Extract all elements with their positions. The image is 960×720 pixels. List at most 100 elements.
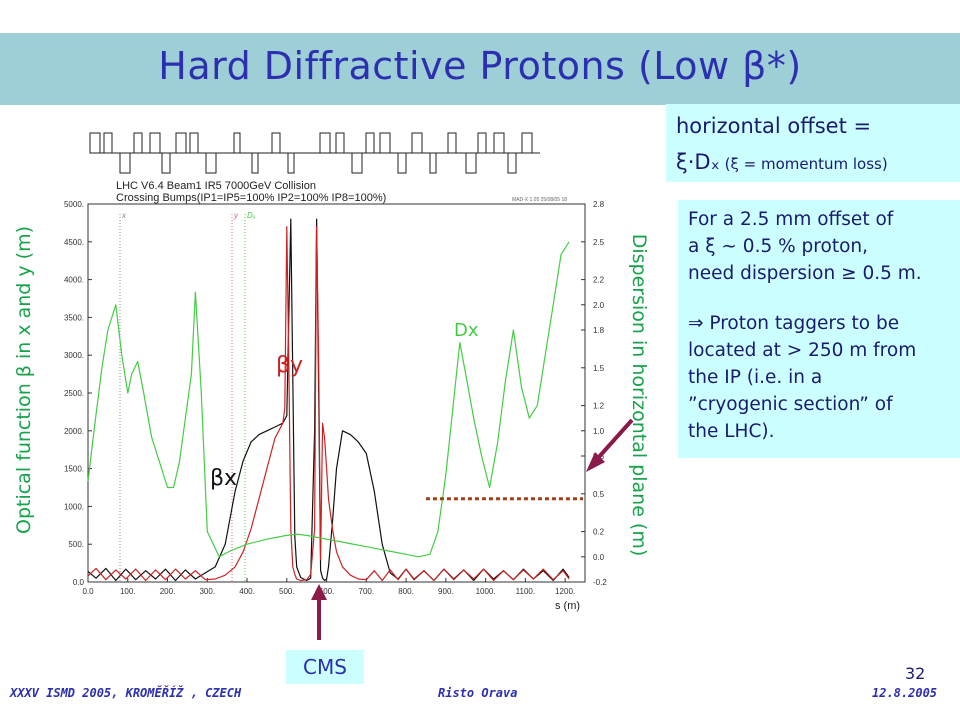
lattice-magnet: [493, 132, 505, 154]
lattice-magnet: [89, 132, 101, 154]
lattice-magnet: [233, 132, 241, 154]
right-axis-title-wrap: Dispersion in horizontal plane (m): [624, 200, 654, 590]
series-line-dispersion-x: [87, 241, 570, 558]
y-right-tick-label: 1.0: [593, 427, 605, 436]
lattice-magnet: [287, 152, 295, 174]
lattice-magnet: [521, 132, 533, 154]
y-left-tick-label: 1000.: [64, 502, 84, 511]
x-tick-label: 1000.: [476, 587, 496, 596]
lattice-magnet: [477, 132, 487, 154]
y-left-tick-label: 4000.: [64, 276, 84, 285]
lattice-magnet: [379, 132, 391, 154]
footer-conference: XXXV ISMD 2005, KROMĚŘÍŽ , CZECH: [10, 686, 242, 700]
left-axis-title-wrap: Optical function β in x and y (m): [10, 188, 38, 572]
series-line-beta-x: [87, 218, 570, 582]
explanation-line-1: For a 2.5 mm offset of: [688, 209, 894, 230]
y-left-tick-label: 5000.: [64, 200, 84, 209]
vertical-marker-label: Dₓ: [247, 211, 256, 220]
explanation-line-6: the IP (i.e. in a: [688, 367, 823, 388]
lattice-strip: [89, 132, 540, 174]
lattice-magnet: [205, 152, 217, 174]
y-right-tick-label: 2.8: [593, 200, 605, 209]
x-tick-label: 300.: [199, 587, 215, 596]
explanation-line-4: ⇒ Proton taggers to be: [688, 313, 900, 334]
y-left-tick-label: 4500.: [64, 238, 84, 247]
y-right-tick-label: 0.5: [593, 490, 605, 499]
y-right-tick-label: -0.2: [593, 578, 607, 587]
x-tick-label: 600.: [319, 587, 335, 596]
chart-corner-note: MAD-X 1.05 25/08/05 18: [512, 197, 567, 203]
lattice-magnet: [161, 152, 171, 174]
x-tick-label: 100.: [120, 587, 136, 596]
dispersion-arrow-head: [586, 452, 605, 472]
lattice-magnet: [465, 152, 477, 174]
lattice-magnet: [119, 152, 131, 174]
lattice-magnet: [149, 132, 161, 154]
explanation-line-8: the LHC).: [688, 421, 775, 442]
y-right-tick-label: 1.8: [593, 326, 605, 335]
y-left-tick-label: 2000.: [64, 427, 84, 436]
y-right-tick-label: 2.0: [593, 301, 605, 310]
lattice-magnet: [447, 132, 457, 154]
lattice-magnet: [133, 132, 143, 154]
x-tick-label: 700.: [359, 587, 375, 596]
y-left-tick-label: 3000.: [64, 351, 84, 360]
y-left-tick-label: 2500.: [64, 389, 84, 398]
lattice-magnet: [507, 152, 517, 174]
lattice-magnet: [271, 132, 281, 154]
lattice-magnet: [397, 152, 407, 174]
y-left-tick-label: 0.0: [73, 578, 85, 587]
y-right-tick-label: 2.2: [593, 276, 605, 285]
x-tick-label: 800.: [398, 587, 414, 596]
x-tick-label: 500.: [279, 587, 295, 596]
lattice-magnet: [319, 132, 331, 154]
lattice-magnet: [411, 132, 423, 154]
offset-formula-note: (ξ = momentum loss): [719, 155, 888, 173]
title-bar: [0, 33, 960, 105]
x-tick-label: 400.: [239, 587, 255, 596]
x-tick-label: 0.0: [82, 587, 94, 596]
y-left-tick-label: 3500.: [64, 313, 84, 322]
chart-title: LHC V6.4 Beam1 IR5 7000GeV Collision: [116, 180, 316, 192]
explanation-line-2: a ξ ~ 0.5 % proton,: [688, 236, 868, 257]
y-right-tick-label: 2.5: [593, 238, 605, 247]
explanation-line-7: ”cryogenic section” of: [688, 394, 893, 415]
footer-author: Risto Orava: [438, 686, 518, 700]
cms-label: CMS: [286, 650, 364, 684]
footer-date: 12.8.2005: [872, 686, 938, 700]
x-tick-label: 900.: [438, 587, 454, 596]
explanation-line-3: need dispersion ≥ 0.5 m.: [688, 263, 922, 284]
x-tick-label: 1100.: [516, 587, 535, 596]
lattice-magnet: [365, 132, 375, 154]
offset-formula-line2: ξ·Dₓ (ξ = momentum loss): [676, 150, 888, 174]
lattice-magnet: [103, 132, 113, 154]
lattice-magnet: [175, 132, 187, 154]
annotation-beta-x: βx: [210, 466, 237, 491]
left-axis-title: Optical function β in x and y (m): [13, 225, 35, 535]
x-tick-label: 1200.: [555, 587, 575, 596]
y-right-tick-label: 0.2: [593, 528, 605, 537]
offset-formula-box: horizontal offset = ξ·Dₓ (ξ = momentum l…: [666, 104, 960, 182]
slide-title: Hard Diffractive Protons (Low β*): [158, 44, 802, 88]
lattice-magnet: [429, 152, 437, 174]
page-number: 32: [905, 664, 926, 683]
plot-frame: [87, 203, 586, 583]
x-tick-label: 200.: [160, 587, 176, 596]
lattice-magnet: [189, 132, 199, 154]
series-line-beta-y: [87, 226, 570, 582]
explanation-line-5: located at > 250 m from: [688, 340, 917, 361]
lattice-magnet: [251, 152, 259, 174]
y-right-tick-label: 1.5: [593, 364, 605, 373]
y-left-tick-label: 500.: [68, 540, 84, 549]
lattice-magnet: [351, 152, 363, 174]
vertical-marker-label: x: [121, 211, 127, 220]
y-right-tick-label: 1.2: [593, 402, 605, 411]
dispersion-arrow-shaft: [596, 418, 634, 460]
chart-subtitle: Crossing Bumps(IP1=IP5=100% IP2=100% IP8…: [116, 192, 386, 204]
y-left-tick-label: 1500.: [64, 465, 84, 474]
cms-arrow-head: [311, 584, 327, 600]
explanation-box: For a 2.5 mm offset of a ξ ~ 0.5 % proto…: [678, 200, 960, 458]
y-right-tick-label: 0.0: [593, 553, 605, 562]
offset-formula-main: ξ·Dₓ: [676, 150, 720, 174]
